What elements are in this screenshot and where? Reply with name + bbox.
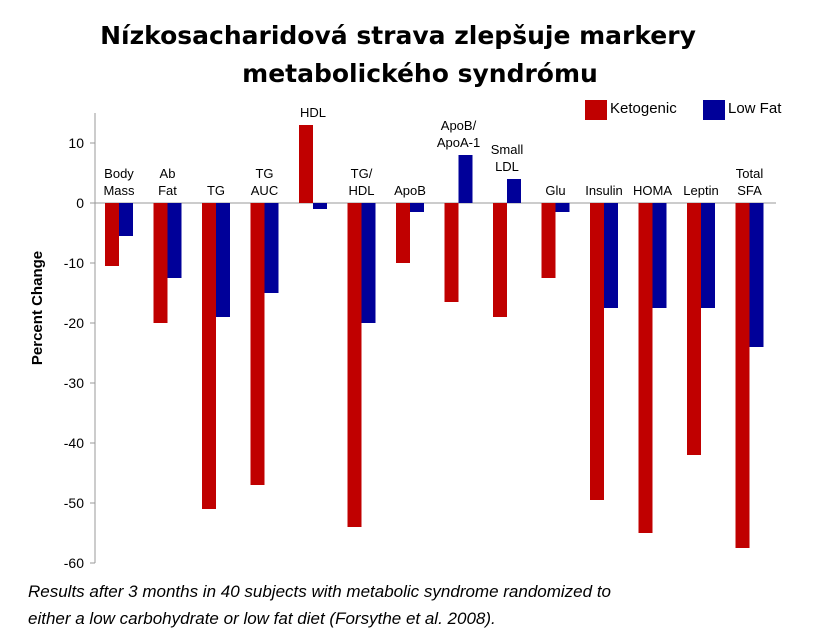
bar [410,203,424,212]
bar [153,203,168,323]
y-tick-label: 0 [76,195,84,211]
x-tick-label: ApoB/ [441,118,477,133]
legend-label: Ketogenic [610,100,677,117]
bar [444,203,459,302]
legend-swatch [703,100,725,120]
caption: Results after 3 months in 40 subjects wi… [28,582,611,601]
bar [396,203,410,263]
bar [652,203,667,308]
bar [347,203,362,527]
bar [216,203,230,317]
y-tick-label: 10 [68,135,84,151]
x-tick-label: Mass [103,183,135,198]
x-tick-label: TG [207,183,225,198]
bar [638,203,653,533]
x-tick-label: Fat [158,183,177,198]
x-tick-label: Leptin [683,183,718,198]
bar [493,203,507,317]
x-tick-label: Insulin [585,183,623,198]
bar [313,203,327,209]
x-tick-label: HDL [348,183,374,198]
bar [749,203,764,347]
x-tick-label: TG/ [351,166,373,181]
x-tick-label: TG [255,166,273,181]
y-tick-label: -60 [64,555,84,571]
legend-label: Low Fat [728,100,782,117]
x-tick-label: LDL [495,159,519,174]
y-tick-label: -20 [64,315,84,331]
bar [299,125,313,203]
bar [167,203,182,278]
x-tick-label: ApoA-1 [437,135,480,150]
x-tick-label: Small [491,142,524,157]
chart-title: Nízkosacharidová strava zlepšuje markery [100,21,696,50]
y-tick-label: -10 [64,255,84,271]
bar [687,203,701,455]
bar [361,203,376,323]
x-tick-label: Total [736,166,764,181]
bar [105,203,119,266]
chart-title: metabolického syndrómu [242,59,598,88]
bar [604,203,618,308]
bar [507,179,521,203]
x-tick-label: ApoB [394,183,426,198]
x-tick-label: Glu [545,183,565,198]
y-tick-label: -40 [64,435,84,451]
x-tick-label: Ab [160,166,176,181]
x-tick-label: HDL [300,105,326,120]
legend-swatch [585,100,607,120]
bar [590,203,604,500]
x-tick-label: SFA [737,183,762,198]
bar [202,203,216,509]
bar [555,203,570,212]
caption: either a low carbohydrate or low fat die… [28,609,496,628]
y-tick-label: -50 [64,495,84,511]
bar [250,203,265,485]
bar [701,203,715,308]
bar [541,203,556,278]
x-tick-label: AUC [251,183,278,198]
y-axis-label: Percent Change [29,251,46,365]
x-tick-label: Body [104,166,134,181]
bar [458,155,473,203]
bar [119,203,133,236]
bar [264,203,279,293]
x-tick-label: HOMA [633,183,672,198]
y-tick-label: -30 [64,375,84,391]
bar [735,203,750,548]
